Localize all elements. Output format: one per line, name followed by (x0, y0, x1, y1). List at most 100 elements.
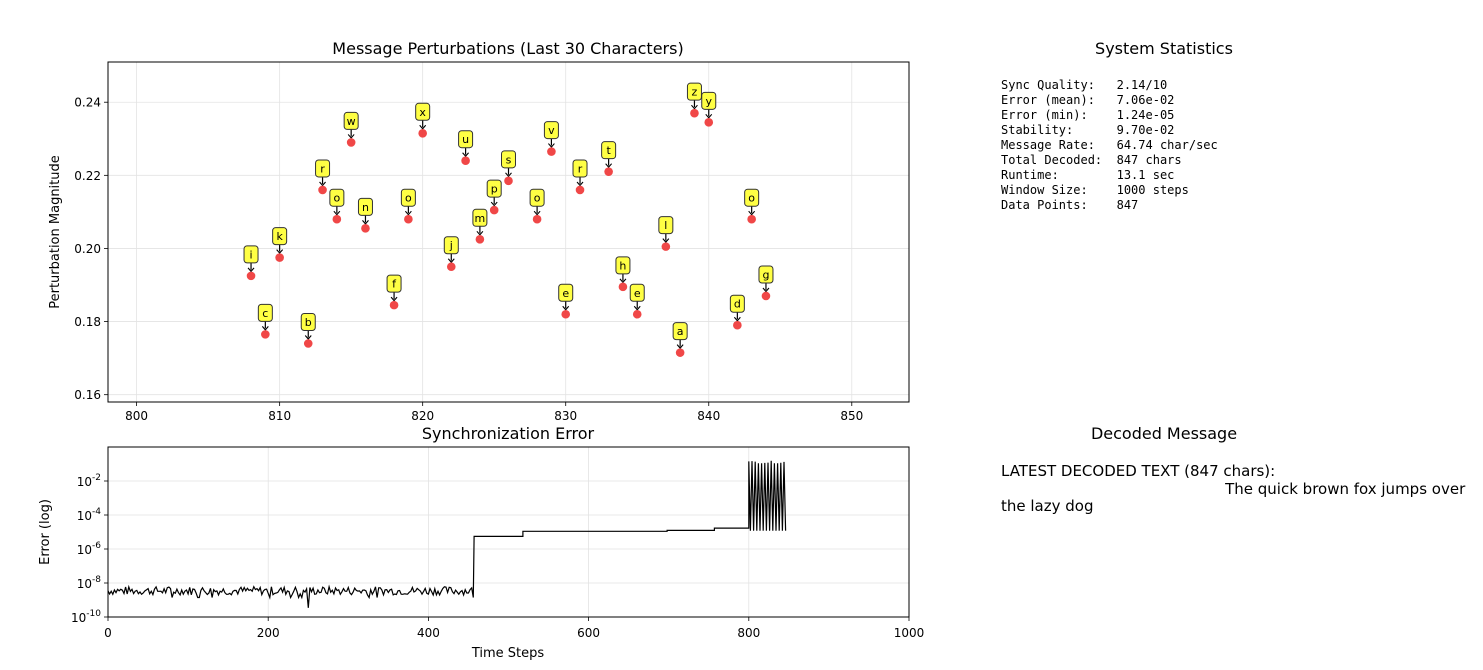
scatter-y-tick-label: 0.24 (74, 96, 101, 110)
data-point (733, 320, 742, 330)
error-x-tick-label: 400 (417, 626, 440, 640)
char-label-box (686, 82, 702, 101)
char-label: v (548, 124, 555, 137)
char-label-box (558, 283, 574, 302)
scatter-y-tick-label: 0.20 (74, 242, 101, 256)
error-x-tick-label: 800 (737, 626, 760, 640)
char-label-box (329, 188, 345, 207)
data-point (661, 242, 671, 251)
error-title: Synchronization Error (422, 424, 595, 443)
data-point (475, 235, 485, 244)
char-label-box (744, 188, 760, 207)
error-x-tick-label: 1000 (894, 626, 925, 640)
annotation-arrowhead (476, 230, 484, 236)
char-label-box (386, 274, 402, 293)
data-point (303, 339, 313, 348)
scatter-plot-frame (107, 61, 910, 403)
data-point (361, 224, 370, 233)
data-point (761, 291, 771, 301)
char-label: e (562, 287, 569, 300)
char-label-box (529, 188, 545, 207)
char-label-box (357, 197, 373, 216)
char-label: p (491, 183, 498, 196)
char-label: h (619, 259, 626, 272)
annotation-arrowhead (533, 210, 541, 216)
char-label-box (472, 208, 488, 227)
annotation-arrowhead (304, 335, 312, 340)
data-point (632, 309, 642, 319)
char-label: b (305, 316, 312, 329)
char-label: y (705, 95, 712, 108)
annotation-arrowhead (605, 163, 613, 169)
char-label: t (606, 144, 611, 157)
annotation-arrowhead (490, 201, 498, 207)
char-label-box (701, 91, 717, 110)
scatter-y-tick-label: 0.22 (74, 169, 101, 183)
char-label-box (400, 188, 416, 207)
data-point (246, 271, 256, 281)
annotation-arrowhead (619, 278, 627, 284)
char-label: u (462, 133, 469, 146)
data-point (275, 253, 284, 262)
annotation-arrowhead (562, 305, 570, 311)
char-label: o (405, 192, 412, 205)
annotation-arrowhead (390, 296, 398, 302)
data-point (532, 214, 542, 224)
scatter-x-tick-label: 800 (125, 409, 148, 423)
char-label-box (572, 159, 588, 178)
annotation-arrowhead (662, 238, 670, 243)
annotation-arrowhead (691, 104, 698, 110)
annotation-arrowhead (576, 181, 584, 187)
error-y-tick-label: 10-4 (77, 507, 102, 523)
annotation-arrowhead (748, 210, 756, 216)
stats-text: Sync Quality: 2.14/10 Error (mean): 7.06… (1001, 78, 1218, 212)
scatter-x-tick-label: 830 (554, 409, 577, 423)
char-label: w (347, 115, 356, 128)
data-point (418, 128, 427, 138)
char-label: a (677, 325, 684, 338)
char-label-box (300, 313, 316, 332)
char-label-box (272, 227, 288, 246)
data-point (747, 214, 756, 224)
scatter-x-tick-label: 820 (411, 409, 434, 423)
data-point (404, 214, 413, 224)
char-label-box (672, 322, 688, 341)
char-label-box (601, 141, 617, 160)
char-label-box (315, 159, 331, 178)
char-label-box (629, 283, 645, 302)
char-label-box (615, 256, 631, 275)
data-point (346, 138, 356, 147)
annotation-arrowhead (261, 326, 269, 331)
data-point (318, 185, 327, 195)
error-y-tick-label: 10-2 (77, 473, 101, 489)
char-label-box (543, 121, 559, 140)
scatter-x-tick-label: 810 (268, 409, 291, 423)
char-label-box (243, 245, 259, 264)
error-x-tick-label: 200 (257, 626, 280, 640)
char-label-box (486, 179, 502, 198)
char-label-box (501, 150, 516, 169)
data-point (461, 156, 470, 166)
annotation-arrowhead (333, 210, 341, 216)
char-label: f (392, 278, 397, 291)
data-point (504, 176, 513, 186)
data-point (604, 167, 613, 176)
char-label: k (276, 230, 283, 243)
char-label: g (762, 268, 769, 281)
error-y-axis-label: Error (log) (38, 499, 53, 565)
data-point (704, 118, 714, 127)
char-label: r (578, 162, 583, 175)
scatter-y-axis-label: Perturbation Magnitude (48, 155, 63, 309)
error-y-tick-label: 10-8 (77, 575, 102, 591)
annotation-arrowhead (462, 152, 470, 158)
annotation-arrowhead (705, 113, 713, 119)
char-label-box (729, 294, 745, 313)
data-point (618, 282, 628, 292)
annotation-arrowhead (247, 267, 255, 273)
decoded-text: LATEST DECODED TEXT (847 chars): The qui… (1001, 462, 1466, 515)
char-label: s (506, 153, 512, 166)
data-point (489, 205, 499, 215)
char-label-box (443, 236, 459, 255)
data-point (389, 300, 399, 310)
